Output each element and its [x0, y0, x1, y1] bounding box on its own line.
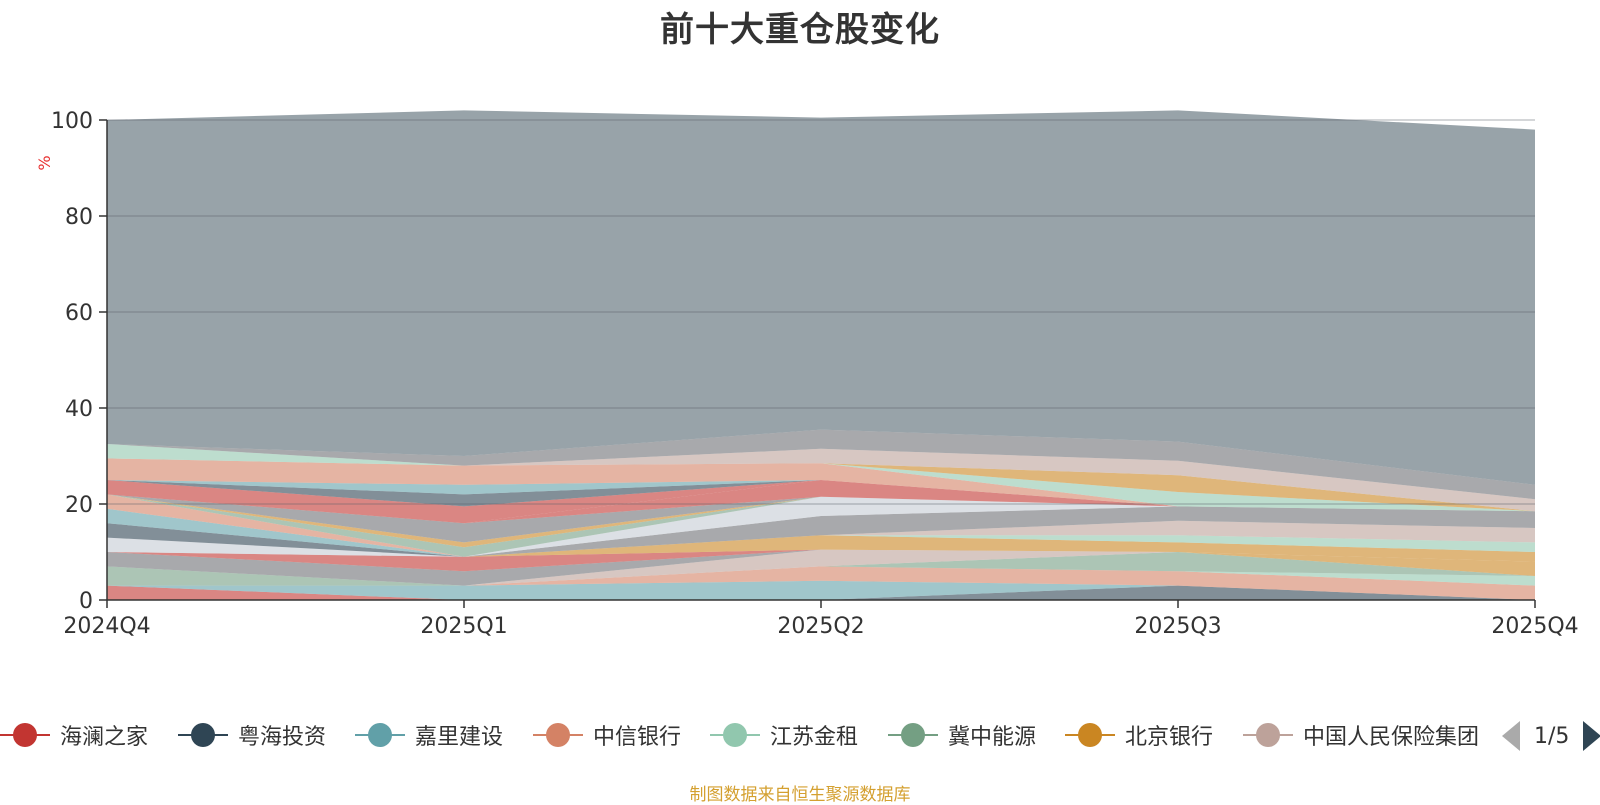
- area-series-8: [107, 549, 1535, 586]
- next-page-icon[interactable]: [1583, 721, 1600, 751]
- legend-item[interactable]: 江苏金租: [710, 715, 858, 755]
- legend-swatch-icon: [888, 715, 938, 755]
- x-tick-label-1: 2025Q1: [420, 614, 507, 639]
- y-tick-label-4: 80: [65, 205, 93, 230]
- legend-swatch-icon: [178, 715, 228, 755]
- x-tick-label-2: 2025Q2: [777, 614, 864, 639]
- legend-pager: 1/5: [1502, 718, 1600, 754]
- legend-item[interactable]: 粤海投资: [178, 715, 326, 755]
- prev-page-icon[interactable]: [1502, 721, 1520, 751]
- area-series-10: [107, 535, 1535, 562]
- axis-layer: 0 20 40 60 80 100% 2024Q4 2025Q1 2025Q2 2025Q3 202…: [35, 109, 1579, 639]
- area-series-14: [107, 496, 1535, 557]
- legend-swatch-icon: [710, 715, 760, 755]
- area-series-7: [107, 549, 1535, 586]
- legend-item[interactable]: 北京银行: [1065, 715, 1213, 755]
- legend-item[interactable]: 冀中能源: [888, 715, 1036, 755]
- area-series-20: [107, 494, 1535, 543]
- area-series-3: [107, 566, 1535, 600]
- area-series-9: [107, 549, 1535, 572]
- legend: 海澜之家 粤海投资 嘉里建设 中信银行 江苏金租 冀中能源 北京银行 中国人民保险集团: [0, 715, 1600, 755]
- area-series-13: [107, 506, 1535, 557]
- legend-item[interactable]: 中国人民保险集团: [1243, 715, 1479, 755]
- areas-layer: [107, 110, 1535, 600]
- area-series-27: [107, 444, 1535, 512]
- area-series-12: [107, 520, 1535, 557]
- legend-swatch-icon: [1065, 715, 1115, 755]
- legend-label: 海澜之家: [60, 725, 149, 750]
- area-series-25: [107, 458, 1535, 512]
- legend-item[interactable]: 嘉里建设: [355, 715, 503, 755]
- y-tick-label-5: 100: [51, 109, 93, 134]
- legend-page-indicator: 1/5: [1534, 723, 1570, 749]
- legend-item[interactable]: 海澜之家: [0, 715, 148, 755]
- area-series-21: [107, 480, 1535, 524]
- legend-swatch-icon: [1243, 715, 1293, 755]
- legend-label: 中信银行: [593, 725, 682, 750]
- area-series-31: [107, 110, 1535, 485]
- area-series-24: [107, 480, 1535, 512]
- legend-swatch-icon: [0, 715, 50, 755]
- x-tick-label-3: 2025Q3: [1134, 614, 1221, 639]
- area-series-1: [107, 585, 1535, 600]
- grid-layer: [107, 119, 1535, 505]
- legend-label: 中国人民保险集团: [1303, 725, 1480, 750]
- legend-label: 嘉里建设: [415, 725, 504, 750]
- y-tick-label-1: 20: [65, 493, 93, 518]
- legend-swatch-icon: [533, 715, 583, 755]
- area-series-11: [107, 535, 1535, 557]
- area-series-30: [107, 429, 1535, 500]
- source-note: 制图数据来自恒生聚源数据库: [689, 785, 911, 805]
- area-series-23: [107, 480, 1535, 512]
- y-axis-unit-label: %: [35, 155, 54, 170]
- legend-label: 北京银行: [1125, 725, 1214, 750]
- legend-item[interactable]: 中信银行: [533, 715, 681, 755]
- y-tick-label-0: 0: [79, 589, 93, 614]
- x-tick-label-0: 2024Q4: [63, 614, 150, 639]
- area-series-0: [107, 585, 1535, 600]
- chart-title: 前十大重仓股变化: [660, 10, 940, 50]
- area-series-22: [107, 480, 1535, 524]
- y-tick-label-2: 40: [65, 397, 93, 422]
- y-tick-label-3: 60: [65, 301, 93, 326]
- x-tick-label-4: 2025Q4: [1491, 614, 1578, 639]
- legend-label: 冀中能源: [948, 725, 1037, 750]
- legend-label: 粤海投资: [238, 725, 327, 750]
- legend-label: 江苏金租: [770, 725, 859, 750]
- area-series-5: [107, 552, 1535, 586]
- legend-swatch-icon: [355, 715, 405, 755]
